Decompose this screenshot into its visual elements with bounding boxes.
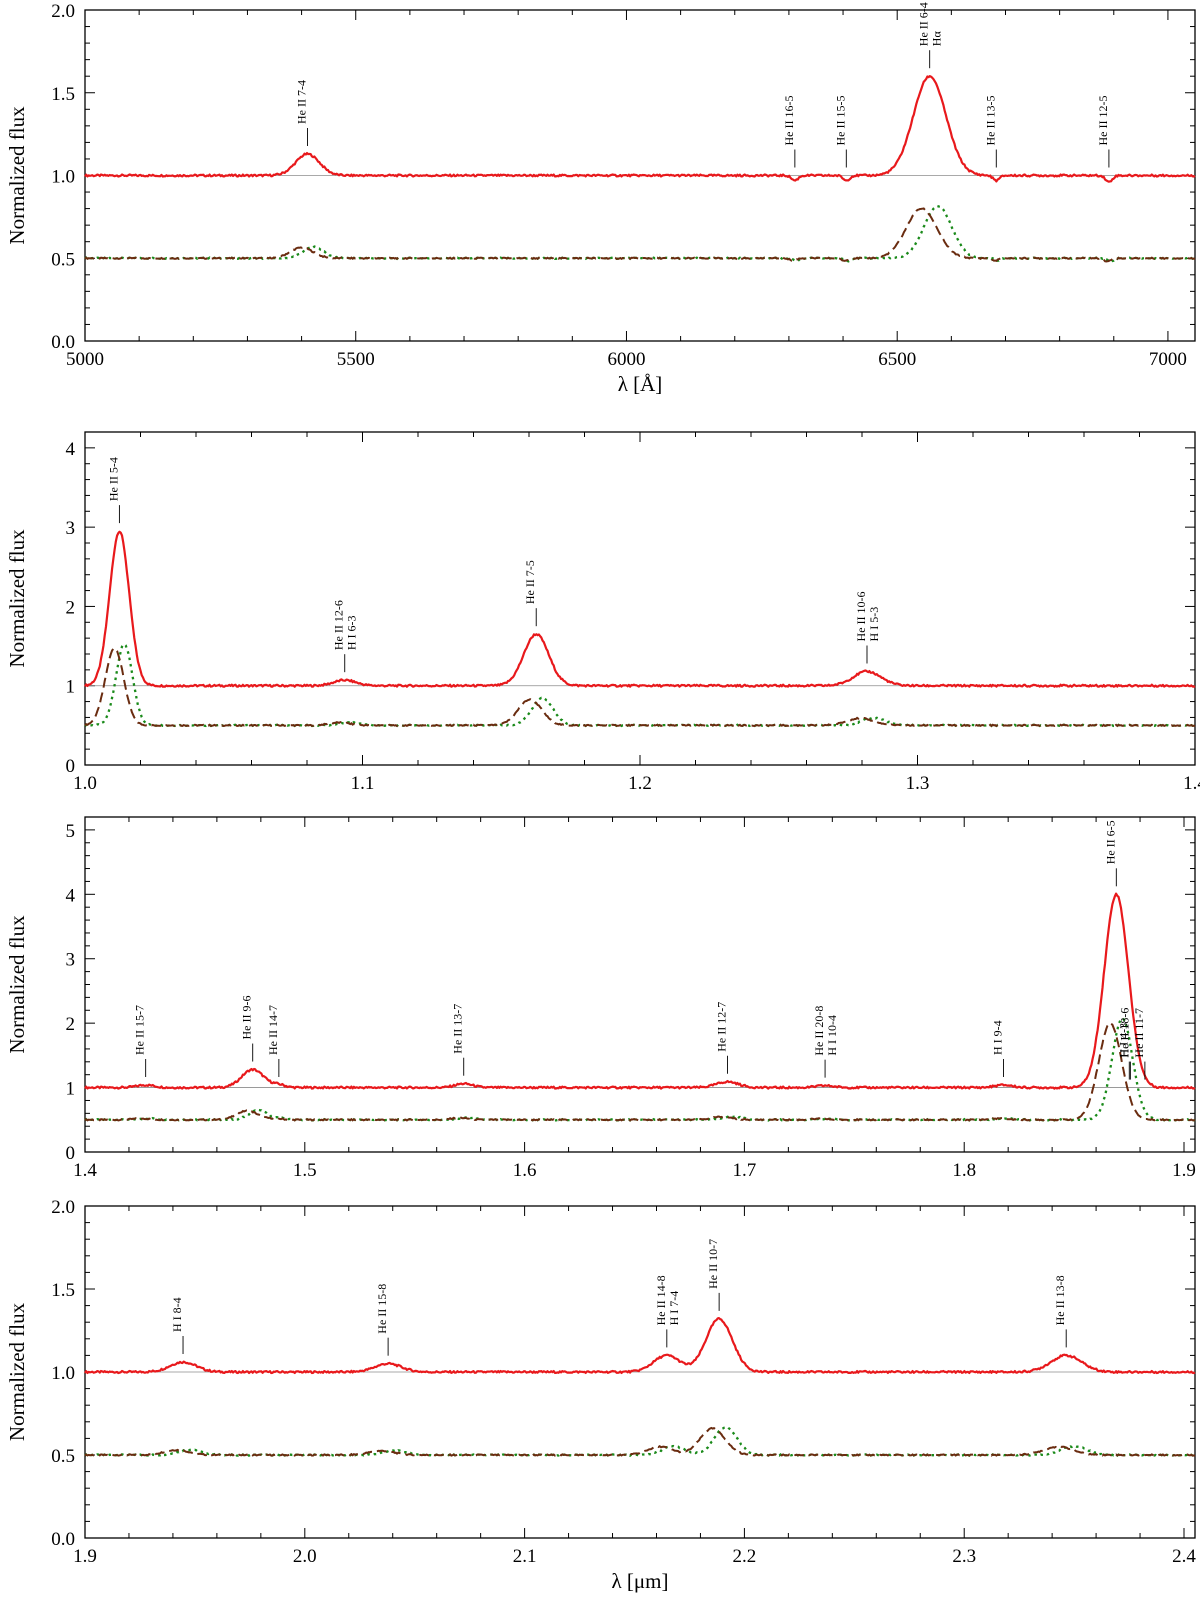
line-id-label: He II 7-4: [295, 80, 309, 124]
line-id-label: He II 7-5: [523, 560, 537, 604]
plot-frame: [84, 431, 1196, 766]
line-id-label: He II 15-7: [133, 1005, 147, 1055]
x-tick-label: 6500: [878, 349, 916, 370]
line-id-label: H I 9-4: [991, 1020, 1005, 1055]
y-tick-label: 0.5: [51, 249, 75, 270]
x-tick-label: 2.3: [952, 1546, 976, 1567]
panel-1: 5000 5500 6000 6500 7000 0.0 0.5 1.0 1.5 2.0 Norma…: [5, 1, 1196, 396]
y-tick-label: 2: [66, 597, 76, 618]
x-tick-label: 6000: [607, 349, 645, 370]
line-id-label: He II 6-5: [1103, 820, 1117, 864]
x-tick-label: 2.4: [1172, 1546, 1196, 1567]
panel-4: 1.9 2.0 2.1 2.2 2.3 2.4 0.0 0.5 1.0 1.5 2.0 Normali…: [5, 1197, 1196, 1593]
y-tick-label: 1: [66, 677, 76, 698]
line-id-label: He II 5-4: [106, 457, 120, 501]
y-tick-label: 1: [66, 1079, 76, 1100]
line-id-label: H I 10-4: [825, 1015, 839, 1056]
line-id-label: He II 15-5: [833, 96, 847, 146]
plot-frame: [84, 816, 1196, 1153]
line-id-label: He II 6-4: [917, 2, 931, 46]
y-tick-label: 2.0: [51, 1, 75, 22]
line-id-label: He II 10-7: [706, 1239, 720, 1289]
y-tick-label: 4: [66, 439, 76, 460]
y-tick-label: 0: [66, 1143, 76, 1164]
model-spectrum-solid: [84, 75, 1196, 183]
y-tick-label: 0: [66, 756, 76, 777]
line-id-label: He II 13-8: [1053, 1275, 1067, 1325]
x-tick-label: 1.6: [513, 1160, 537, 1181]
y-tick-label: 2: [66, 1014, 76, 1035]
x-tick-label: 1.1: [351, 773, 375, 794]
x-tick-label: 1.2: [628, 773, 652, 794]
line-id-label: He II 12-7: [714, 1002, 728, 1052]
x-tick-label: 1.9: [1172, 1160, 1196, 1181]
y-tick-label: 0.0: [51, 1529, 75, 1550]
x-tick-label: 2.2: [733, 1546, 757, 1567]
x-tick-label: 1.7: [733, 1160, 757, 1181]
y-tick-label: 0.0: [51, 332, 75, 353]
x-tick-label: 2.1: [513, 1546, 537, 1567]
y-tick-label: 3: [66, 518, 76, 539]
line-id-label: H I 5-3: [867, 607, 881, 642]
line-id-label: Hα: [930, 31, 944, 47]
y-axis-label: Normalized flux: [5, 529, 29, 668]
line-id-label: He II 18-6: [1117, 1008, 1131, 1058]
x-tick-label: 1.8: [952, 1160, 976, 1181]
model-spectrum-dashed: [84, 207, 1196, 263]
y-axis-label: Normalized flux: [5, 915, 29, 1054]
y-axis-label: Normalized flux: [5, 106, 29, 245]
x-tick-label: 1.3: [906, 773, 930, 794]
model-spectrum-solid: [84, 530, 1196, 688]
x-tick-label: 7000: [1149, 349, 1187, 370]
x-tick-label: 5000: [66, 349, 104, 370]
line-id-label: He II 13-5: [983, 96, 997, 146]
line-id-label: H I 6-3: [345, 615, 359, 650]
line-id-label: H I 8-4: [170, 1297, 184, 1332]
line-id-label: He II 15-8: [375, 1284, 389, 1334]
model-spectrum-dotted: [84, 1425, 1196, 1458]
y-tick-label: 0.5: [51, 1446, 75, 1467]
line-id-label: He II 14-8: [654, 1275, 668, 1325]
x-tick-label: 2.0: [293, 1546, 317, 1567]
y-tick-label: 2.0: [51, 1197, 75, 1218]
y-axis-label: Normalized flux: [5, 1302, 29, 1441]
line-id-label: He II 13-7: [451, 1004, 465, 1054]
model-spectrum-solid: [84, 1317, 1196, 1375]
line-id-label: He II 14-7: [266, 1005, 280, 1055]
line-id-label: He II 9-6: [240, 996, 254, 1040]
line-id-label: He II 20-8: [812, 1006, 826, 1056]
y-tick-label: 1.0: [51, 167, 75, 188]
y-tick-label: 1.0: [51, 1363, 75, 1384]
line-id-label: H I 4-3: [1116, 1023, 1130, 1058]
line-id-label: He II 11-7: [1132, 1008, 1146, 1058]
line-id-label: He II 12-6: [332, 600, 346, 650]
model-spectrum-dotted: [84, 204, 1196, 264]
line-id-label: He II 12-5: [1096, 96, 1110, 146]
x-tick-label: 1.4: [73, 1160, 97, 1181]
panel-2: 1.0 1.1 1.2 1.3 1.4 0 1 2 3 4 Normalized flux He II…: [5, 431, 1200, 794]
x-tick-label: 1.4: [1183, 773, 1200, 794]
y-tick-label: 5: [66, 821, 76, 842]
line-id-label: H I 7-4: [667, 1291, 681, 1326]
x-tick-label: 1.9: [73, 1546, 97, 1567]
x-tick-label: 1.0: [73, 773, 97, 794]
x-axis-label: λ [Å]: [618, 372, 663, 396]
line-id-label: He II 10-6: [854, 591, 868, 641]
y-tick-label: 1.5: [51, 1280, 75, 1301]
y-tick-label: 1.5: [51, 84, 75, 105]
model-spectrum-dashed: [84, 1021, 1196, 1122]
panel-3: 1.4 1.5 1.6 1.7 1.8 1.9 0 1 2 3 4 5 Normalized flux H…: [5, 816, 1196, 1181]
x-axis-label: λ [μm]: [611, 1569, 668, 1593]
model-spectrum-solid: [84, 892, 1196, 1090]
model-spectrum-dashed: [84, 647, 1196, 728]
y-tick-label: 4: [66, 885, 76, 906]
y-tick-label: 3: [66, 950, 76, 971]
model-spectrum-dashed: [84, 1426, 1196, 1457]
x-tick-label: 1.5: [293, 1160, 317, 1181]
line-id-label: He II 16-5: [782, 96, 796, 146]
x-tick-label: 5500: [337, 349, 375, 370]
